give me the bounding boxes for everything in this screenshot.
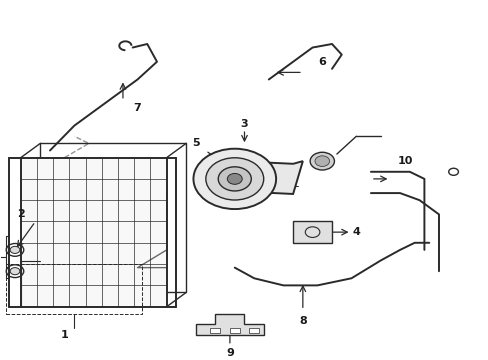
- Bar: [6, 264, 142, 314]
- Text: 9: 9: [225, 348, 233, 358]
- Circle shape: [10, 267, 20, 275]
- Bar: [249, 328, 259, 333]
- Polygon shape: [229, 161, 302, 194]
- Bar: [210, 328, 220, 333]
- Circle shape: [193, 149, 276, 209]
- Circle shape: [10, 246, 20, 253]
- Text: 4: 4: [352, 227, 360, 237]
- Circle shape: [227, 174, 242, 184]
- Circle shape: [205, 158, 263, 200]
- Text: 8: 8: [298, 316, 306, 326]
- Polygon shape: [292, 221, 331, 243]
- Circle shape: [309, 152, 334, 170]
- Text: 3: 3: [240, 119, 248, 129]
- Text: 6: 6: [318, 57, 325, 67]
- Text: 5: 5: [192, 138, 199, 148]
- Text: 2: 2: [17, 210, 25, 219]
- Polygon shape: [21, 158, 166, 307]
- Text: 10: 10: [396, 156, 412, 166]
- Text: 7: 7: [133, 103, 141, 113]
- Polygon shape: [196, 314, 264, 335]
- Text: 1: 1: [61, 330, 68, 340]
- Bar: [229, 328, 239, 333]
- Circle shape: [314, 156, 329, 166]
- Circle shape: [218, 167, 251, 191]
